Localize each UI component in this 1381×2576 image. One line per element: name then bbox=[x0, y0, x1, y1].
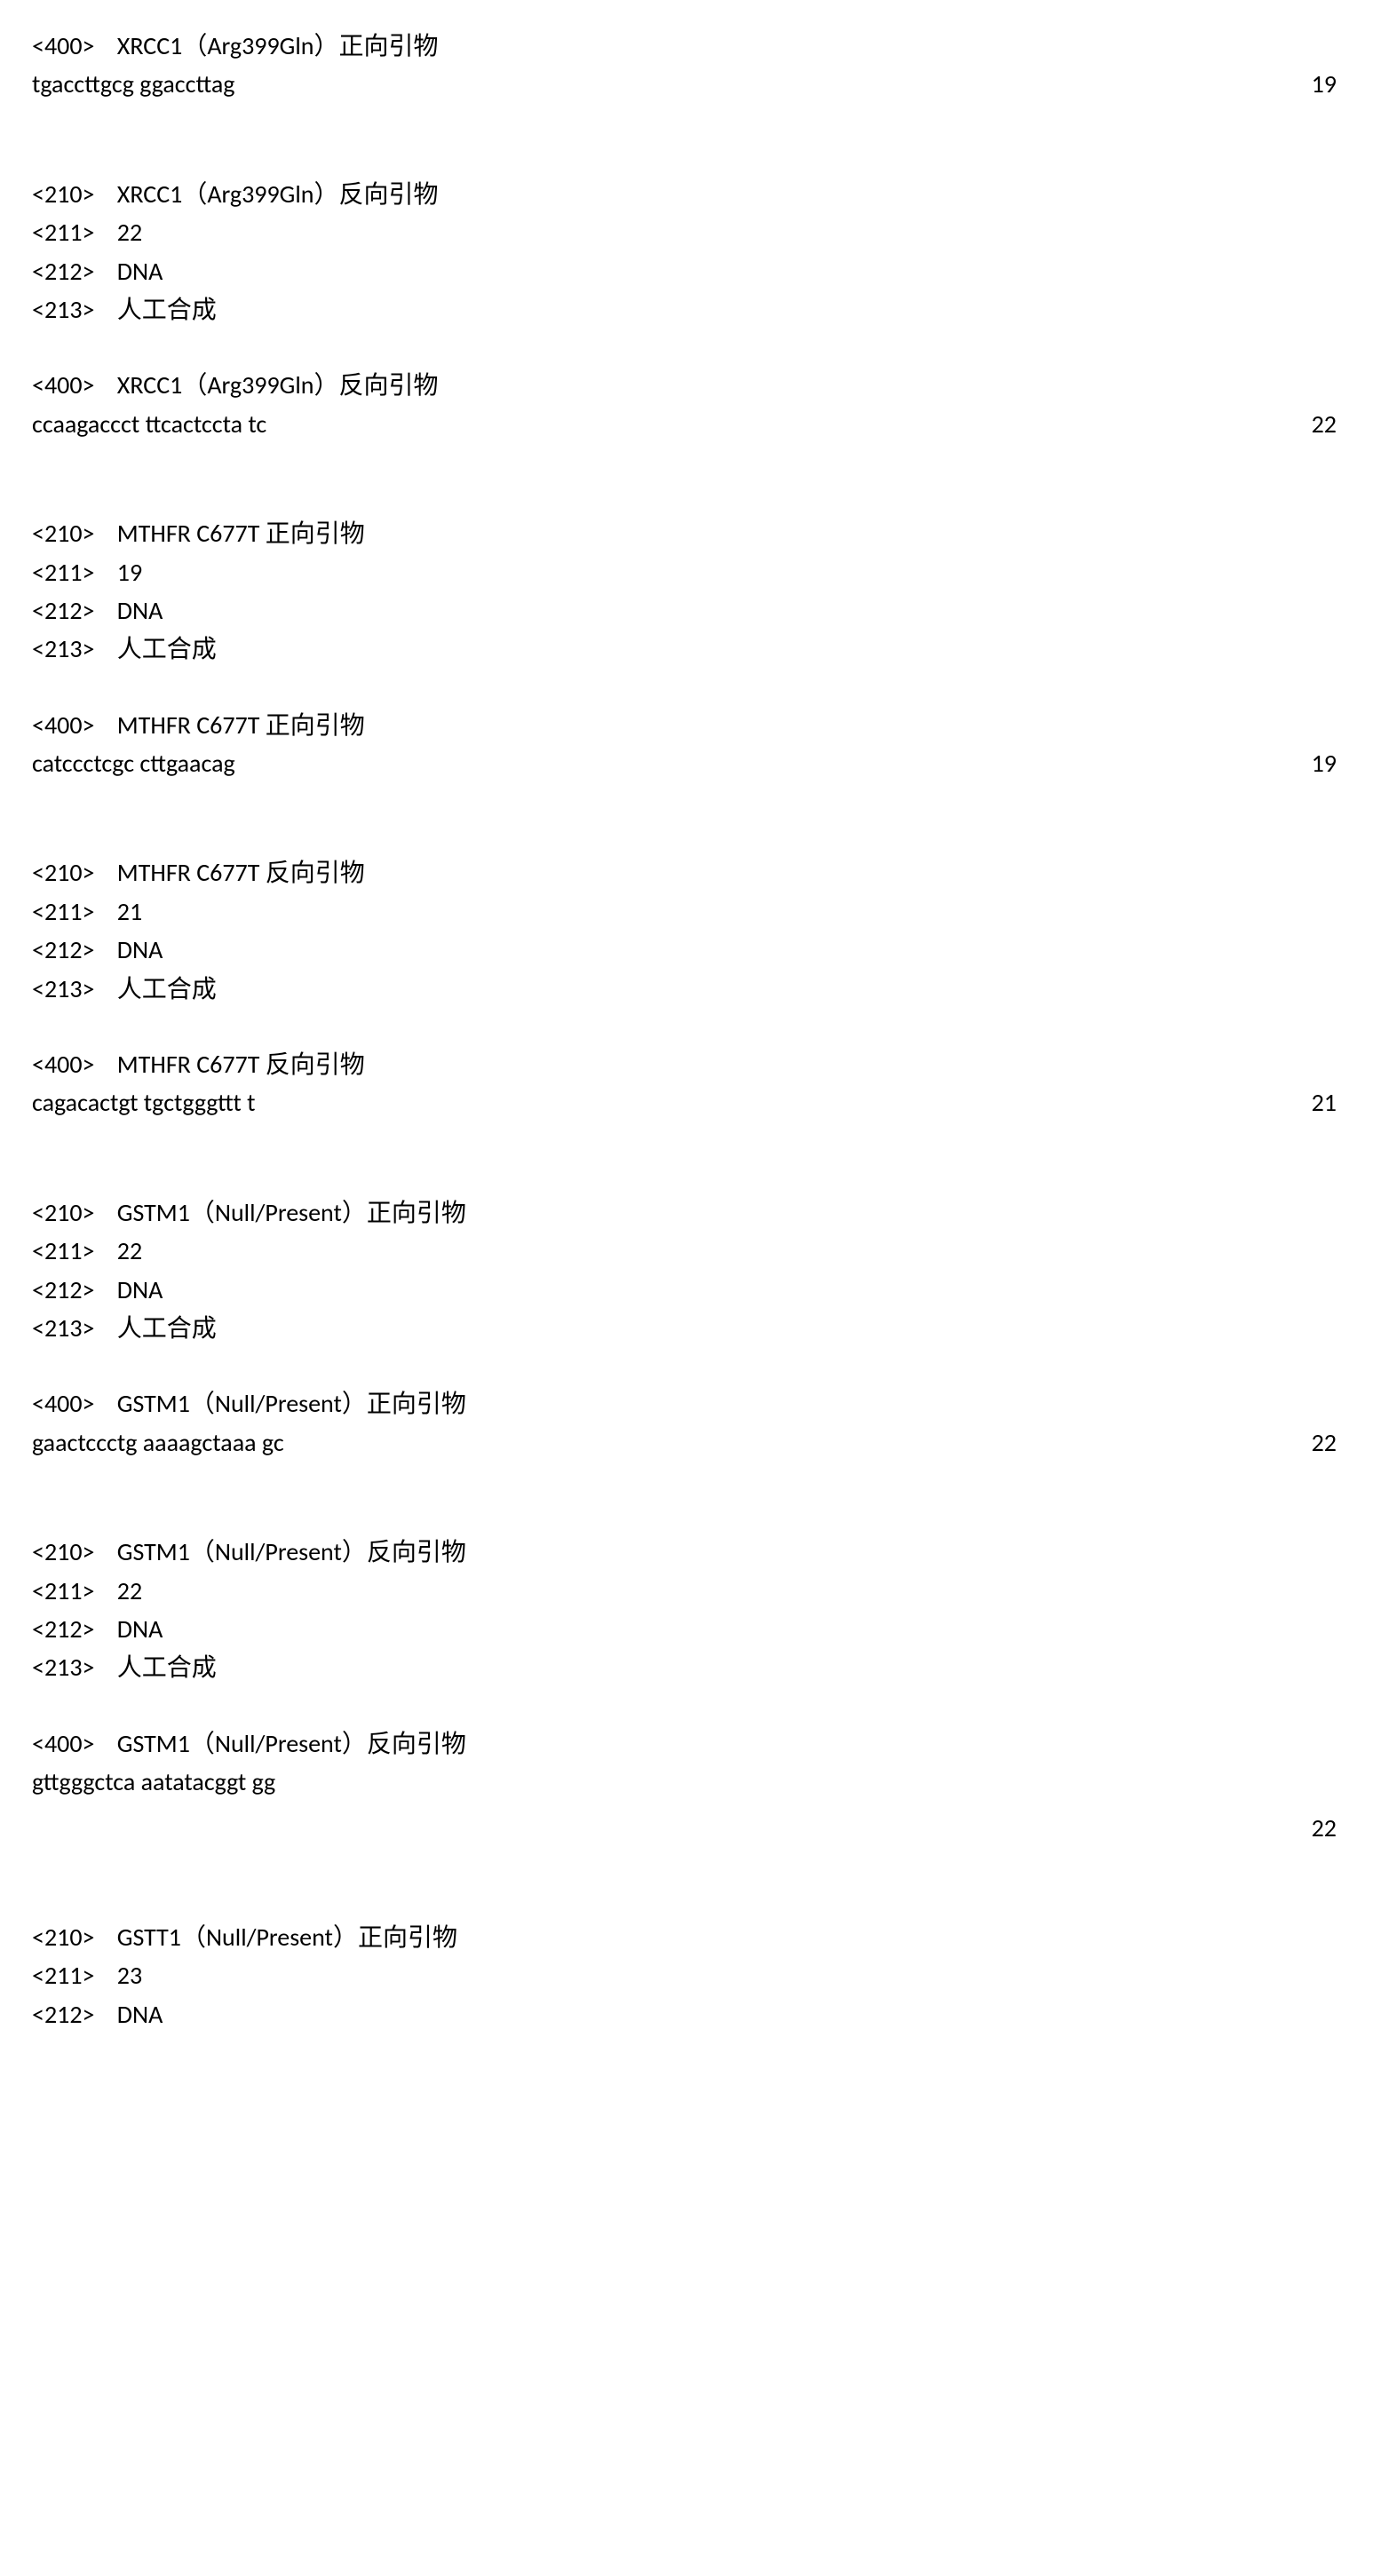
tag-213: <213> 人工合成 bbox=[32, 290, 1337, 329]
tag-213: <213> 人工合成 bbox=[32, 630, 1337, 668]
sequence-length: 22 bbox=[1312, 405, 1337, 443]
sequence-row: cagacactgt tgctgggttt t 21 bbox=[32, 1083, 1337, 1122]
sequence-text: ccaagaccct ttcactccta tc bbox=[32, 405, 266, 443]
sequence-row: catccctcgc cttgaacag 19 bbox=[32, 744, 1337, 782]
sequence-row: tgaccttgcg ggaccttag 19 bbox=[32, 65, 1337, 103]
tag-212: <212> DNA bbox=[32, 1610, 1337, 1648]
tag-211: <211> 19 bbox=[32, 553, 1337, 591]
tag-213: <213> 人工合成 bbox=[32, 970, 1337, 1008]
tag-211: <211> 21 bbox=[32, 892, 1337, 931]
sequence-text: gaactccctg aaaagctaaa gc bbox=[32, 1423, 284, 1462]
sequence-length: 19 bbox=[1312, 65, 1337, 103]
sequence-entry: <210> GSTM1（Null/Present）正向引物 <211> 22 <… bbox=[32, 1193, 1337, 1462]
tag-211: <211> 22 bbox=[32, 1232, 1337, 1270]
tag-210: <210> MTHFR C677T 正向引物 bbox=[32, 514, 1337, 552]
tag-212: <212> DNA bbox=[32, 1271, 1337, 1309]
sequence-length: 19 bbox=[1312, 744, 1337, 782]
sequence-row: gaactccctg aaaagctaaa gc 22 bbox=[32, 1423, 1337, 1462]
sequence-text: gttgggctca aatatacggt gg bbox=[32, 1763, 275, 1801]
sequence-length: 22 bbox=[32, 1809, 1337, 1847]
tag-400: <400> GSTM1（Null/Present）反向引物 bbox=[32, 1724, 1337, 1763]
sequence-text: tgaccttgcg ggaccttag bbox=[32, 65, 234, 103]
tag-210: <210> GSTM1（Null/Present）正向引物 bbox=[32, 1193, 1337, 1232]
tag-210: <210> GSTT1（Null/Present）正向引物 bbox=[32, 1918, 1337, 1956]
sequence-entry: <210> XRCC1（Arg399Gln）反向引物 <211> 22 <212… bbox=[32, 175, 1337, 443]
tag-213: <213> 人工合成 bbox=[32, 1309, 1337, 1347]
sequence-entry: <400> XRCC1（Arg399Gln）正向引物 tgaccttgcg gg… bbox=[32, 27, 1337, 104]
tag-212: <212> DNA bbox=[32, 931, 1337, 969]
sequence-entry: <210> GSTT1（Null/Present）正向引物 <211> 23 <… bbox=[32, 1918, 1337, 2033]
tag-400: <400> MTHFR C677T 反向引物 bbox=[32, 1045, 1337, 1083]
sequence-text: catccctcgc cttgaacag bbox=[32, 744, 235, 782]
sequence-row: ccaagaccct ttcactccta tc 22 bbox=[32, 405, 1337, 443]
tag-212: <212> DNA bbox=[32, 252, 1337, 290]
tag-211: <211> 22 bbox=[32, 213, 1337, 251]
tag-210: <210> MTHFR C677T 反向引物 bbox=[32, 853, 1337, 892]
tag-211: <211> 23 bbox=[32, 1956, 1337, 1994]
sequence-entry: <210> GSTM1（Null/Present）反向引物 <211> 22 <… bbox=[32, 1533, 1337, 1847]
sequence-length: 21 bbox=[1312, 1083, 1337, 1122]
sequence-length: 22 bbox=[1312, 1423, 1337, 1462]
tag-213: <213> 人工合成 bbox=[32, 1648, 1337, 1686]
sequence-entry: <210> MTHFR C677T 反向引物 <211> 21 <212> DN… bbox=[32, 853, 1337, 1122]
tag-212: <212> DNA bbox=[32, 591, 1337, 630]
tag-400: <400> XRCC1（Arg399Gln）反向引物 bbox=[32, 366, 1337, 404]
tag-400: <400> XRCC1（Arg399Gln）正向引物 bbox=[32, 27, 1337, 65]
sequence-row: gttgggctca aatatacggt gg bbox=[32, 1763, 1337, 1801]
tag-400: <400> MTHFR C677T 正向引物 bbox=[32, 706, 1337, 744]
sequence-text: cagacactgt tgctgggttt t bbox=[32, 1083, 256, 1122]
tag-210: <210> XRCC1（Arg399Gln）反向引物 bbox=[32, 175, 1337, 213]
tag-211: <211> 22 bbox=[32, 1572, 1337, 1610]
tag-210: <210> GSTM1（Null/Present）反向引物 bbox=[32, 1533, 1337, 1571]
tag-212: <212> DNA bbox=[32, 1995, 1337, 2033]
tag-400: <400> GSTM1（Null/Present）正向引物 bbox=[32, 1384, 1337, 1423]
sequence-entry: <210> MTHFR C677T 正向引物 <211> 19 <212> DN… bbox=[32, 514, 1337, 782]
